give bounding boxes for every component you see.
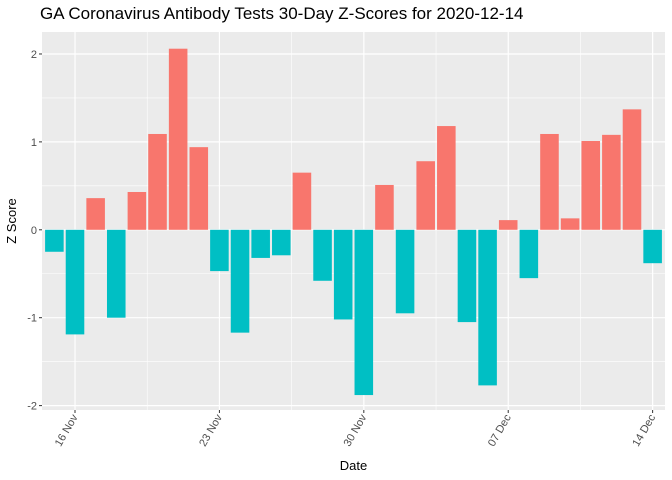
x-axis-title: Date	[340, 458, 367, 473]
bar-2020-11-21	[168, 48, 188, 230]
x-axis: 16 Nov 23 Nov 30 Nov 07 Dec 14 Dec	[53, 410, 658, 449]
bar-2020-11-28	[313, 229, 332, 281]
bar-2020-11-19	[127, 191, 147, 230]
x-tick-label: 23 Nov	[197, 412, 225, 449]
bar-2020-11-30	[354, 229, 374, 396]
bar-2020-11-23	[210, 229, 229, 272]
bar-2020-12-05	[457, 229, 477, 323]
bar-2020-12-13	[622, 109, 642, 230]
bar-2020-12-12	[602, 134, 621, 230]
bar-2020-11-17	[86, 198, 105, 230]
bar-2020-12-03	[416, 161, 435, 230]
bar-2020-11-22	[189, 147, 209, 230]
bar-2020-11-25	[251, 229, 270, 258]
chart-title: GA Coronavirus Antibody Tests 30-Day Z-S…	[40, 4, 524, 23]
x-tick-label: 07 Dec	[486, 412, 514, 449]
bar-2020-11-20	[148, 133, 167, 230]
bar-2020-11-29	[333, 229, 353, 320]
y-tick-label: -1	[27, 313, 37, 325]
x-tick-label: 16 Nov	[53, 412, 81, 449]
y-axis: -2 -1 0 1 2	[27, 49, 42, 413]
bar-2020-12-11	[581, 141, 601, 230]
bar-2020-12-09	[540, 133, 559, 230]
bars	[45, 48, 662, 396]
bar-2020-12-02	[395, 229, 415, 314]
bar-2020-12-10	[560, 218, 580, 230]
bar-2020-12-08	[519, 229, 539, 279]
bar-2020-11-24	[230, 229, 250, 333]
grid-lines	[42, 32, 665, 410]
y-tick-label: 0	[31, 225, 37, 237]
bar-2020-12-04	[437, 126, 456, 230]
bar-2020-12-06	[478, 229, 497, 386]
bar-2020-11-26	[272, 229, 291, 256]
y-tick-label: -2	[27, 401, 37, 413]
bar-2020-11-16	[65, 229, 85, 335]
bar-2020-12-14	[643, 229, 662, 264]
bar-2020-12-01	[375, 184, 394, 230]
bar-2020-11-18	[106, 229, 126, 318]
bar-2020-11-27	[292, 172, 312, 230]
x-tick-label: 30 Nov	[342, 412, 370, 449]
x-tick-label: 14 Dec	[630, 412, 658, 449]
y-tick-label: 2	[31, 49, 37, 61]
y-tick-label: 1	[31, 137, 37, 149]
y-axis-title: Z Score	[4, 198, 19, 244]
bar-2020-11-15	[45, 229, 64, 252]
bar-2020-12-07	[498, 220, 518, 230]
